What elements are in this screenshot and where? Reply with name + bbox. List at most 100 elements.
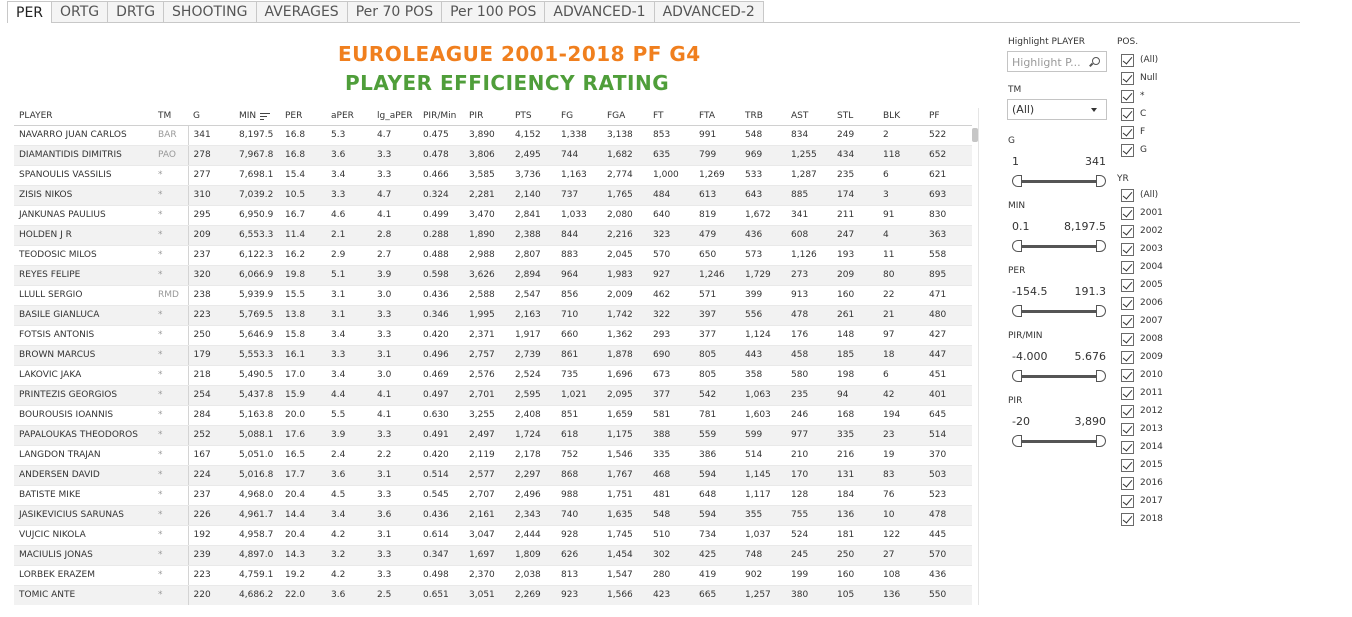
yr-checkbox-2011[interactable] xyxy=(1121,387,1134,400)
yr-checkbox-label[interactable]: 2017 xyxy=(1140,496,1163,506)
yr-checkbox-label[interactable]: 2002 xyxy=(1140,226,1163,236)
table-row[interactable]: LLULL SERGIO RMD 238 5,939.9 15.5 3.1 3.0 0.436… xyxy=(14,285,972,306)
min-range-slider[interactable] xyxy=(1012,240,1106,252)
table-row[interactable]: LORBEK ERAZEM * 223 4,759.1 19.2 4.2 3.3 0.498 2… xyxy=(14,565,972,586)
yr-checkbox-2013[interactable] xyxy=(1121,423,1134,436)
slider-track[interactable] xyxy=(1014,440,1104,443)
column-header-ast[interactable]: AST xyxy=(786,108,832,126)
slider-max-handle[interactable] xyxy=(1096,370,1106,382)
table-row[interactable]: MACIULIS JONAS * 239 4,897.0 14.3 3.2 3.3 0.347… xyxy=(14,545,972,566)
yr-checkbox-label[interactable]: 2009 xyxy=(1140,352,1163,362)
table-row[interactable]: JANKUNAS PAULIUS * 295 6,950.9 16.7 4.6 4.1 0.4… xyxy=(14,205,972,226)
table-row[interactable]: VUJCIC NIKOLA * 192 4,958.7 20.4 4.2 3.1 0.614 3… xyxy=(14,525,972,546)
table-row[interactable]: ANDERSEN DAVID * 224 5,016.8 17.7 3.6 3.1 0.514… xyxy=(14,465,972,486)
tab-per-100-pos[interactable]: Per 100 POS xyxy=(441,1,546,22)
slider-track[interactable] xyxy=(1014,375,1104,378)
yr-checkbox-label[interactable]: 2003 xyxy=(1140,244,1163,254)
tm-dropdown[interactable]: (All) xyxy=(1007,99,1107,120)
pir-range-slider[interactable] xyxy=(1012,435,1106,447)
table-row[interactable]: JASIKEVICIUS SARUNAS * 226 4,961.7 14.4 3.4 3.… xyxy=(14,505,972,526)
yr-checkbox-2005[interactable] xyxy=(1121,279,1134,292)
table-row[interactable]: TOMIC ANTE * 220 4,686.2 22.0 3.6 2.5 0.651 3,05… xyxy=(14,585,972,605)
column-header-blk[interactable]: BLK xyxy=(878,108,924,126)
tab-per-70-pos[interactable]: Per 70 POS xyxy=(346,1,443,22)
slider-track[interactable] xyxy=(1014,245,1104,248)
yr-checkbox-label[interactable]: 2010 xyxy=(1140,370,1163,380)
column-header-fta[interactable]: FTA xyxy=(694,108,740,126)
pos-checkbox-label[interactable]: Null xyxy=(1140,73,1158,83)
pos-checkbox-label[interactable]: G xyxy=(1140,145,1147,155)
slider-min-handle[interactable] xyxy=(1012,305,1022,317)
yr-checkbox-2007[interactable] xyxy=(1121,315,1134,328)
yr-checkbox-label[interactable]: 2014 xyxy=(1140,442,1163,452)
yr-checkbox-all[interactable] xyxy=(1121,189,1134,202)
slider-max-handle[interactable] xyxy=(1096,435,1106,447)
table-row[interactable]: BROWN MARCUS * 179 5,553.3 16.1 3.3 3.1 0.496 2,… xyxy=(14,345,972,366)
column-header-ft[interactable]: FT xyxy=(648,108,694,126)
tab-ortg[interactable]: ORTG xyxy=(51,1,109,22)
slider-max-handle[interactable] xyxy=(1096,175,1106,187)
slider-track[interactable] xyxy=(1014,310,1104,313)
yr-checkbox-label[interactable]: 2015 xyxy=(1140,460,1163,470)
tab-averages[interactable]: AVERAGES xyxy=(255,1,348,22)
chevron-down-icon[interactable] xyxy=(1091,108,1097,112)
table-row[interactable]: NAVARRO JUAN CARLOS BAR 341 8,197.5 16.8 5.3 4… xyxy=(14,125,972,146)
pir-min-range-slider[interactable] xyxy=(1012,370,1106,382)
column-header-pir-min[interactable]: PIR/Min xyxy=(418,108,464,126)
pos-checkbox-null[interactable] xyxy=(1121,72,1134,85)
table-row[interactable]: BASILE GIANLUCA * 223 5,769.5 13.8 3.1 3.3 0.34… xyxy=(14,305,972,326)
yr-checkbox-label[interactable]: 2001 xyxy=(1140,208,1163,218)
table-row[interactable]: LAKOVIC JAKA * 218 5,490.5 17.0 3.4 3.0 0.469 2,… xyxy=(14,365,972,386)
yr-checkbox-label[interactable]: 2011 xyxy=(1140,388,1163,398)
column-header-min[interactable]: MIN xyxy=(234,108,280,126)
yr-checkbox-2004[interactable] xyxy=(1121,261,1134,274)
column-header-trb[interactable]: TRB xyxy=(740,108,786,126)
yr-checkbox-2008[interactable] xyxy=(1121,333,1134,346)
search-icon[interactable] xyxy=(1092,57,1100,65)
column-header-fg[interactable]: FG xyxy=(556,108,602,126)
tab-advanced-2[interactable]: ADVANCED-2 xyxy=(653,1,764,22)
yr-checkbox-label[interactable]: 2005 xyxy=(1140,280,1163,290)
tab-shooting[interactable]: SHOOTING xyxy=(163,1,257,22)
pos-checkbox-item[interactable] xyxy=(1121,90,1134,103)
column-header-aper[interactable]: aPER xyxy=(326,108,372,126)
column-header-fga[interactable]: FGA xyxy=(602,108,648,126)
slider-max-handle[interactable] xyxy=(1096,305,1106,317)
yr-checkbox-2016[interactable] xyxy=(1121,477,1134,490)
column-header-pir[interactable]: PIR xyxy=(464,108,510,126)
table-row[interactable]: PAPALOUKAS THEODOROS * 252 5,088.1 17.6 3.9 3.… xyxy=(14,425,972,446)
pos-checkbox-c[interactable] xyxy=(1121,108,1134,121)
yr-checkbox-label[interactable]: 2007 xyxy=(1140,316,1163,326)
yr-checkbox-label[interactable]: 2018 xyxy=(1140,514,1163,524)
tab-drtg[interactable]: DRTG xyxy=(107,1,165,22)
yr-checkbox-2018[interactable] xyxy=(1121,513,1134,526)
yr-checkbox-2010[interactable] xyxy=(1121,369,1134,382)
yr-checkbox-label[interactable]: 2012 xyxy=(1140,406,1163,416)
stats-table-container[interactable]: PLAYER TM G MIN PER aPER lg_aPER PIR/Min PIR PTS F… xyxy=(14,108,972,605)
table-scrollbar[interactable] xyxy=(972,128,978,142)
pos-checkbox-label[interactable]: (All) xyxy=(1140,55,1159,65)
yr-checkbox-2014[interactable] xyxy=(1121,441,1134,454)
yr-checkbox-2003[interactable] xyxy=(1121,243,1134,256)
pos-checkbox-label[interactable]: * xyxy=(1140,91,1145,101)
pos-checkbox-label[interactable]: F xyxy=(1140,127,1146,137)
column-header-per[interactable]: PER xyxy=(280,108,326,126)
pos-checkbox-all[interactable] xyxy=(1121,54,1134,67)
table-row[interactable]: TEODOSIC MILOS * 237 6,122.3 16.2 2.9 2.7 0.488… xyxy=(14,245,972,266)
slider-min-handle[interactable] xyxy=(1012,435,1022,447)
yr-checkbox-2012[interactable] xyxy=(1121,405,1134,418)
table-row[interactable]: DIAMANTIDIS DIMITRIS PAO 278 7,967.8 16.8 3.6… xyxy=(14,145,972,166)
yr-checkbox-2002[interactable] xyxy=(1121,225,1134,238)
slider-max-handle[interactable] xyxy=(1096,240,1106,252)
yr-checkbox-label[interactable]: 2006 xyxy=(1140,298,1163,308)
yr-checkbox-2017[interactable] xyxy=(1121,495,1134,508)
yr-checkbox-2006[interactable] xyxy=(1121,297,1134,310)
column-header-tm[interactable]: TM xyxy=(153,108,188,126)
slider-min-handle[interactable] xyxy=(1012,370,1022,382)
table-row[interactable]: HOLDEN J R * 209 6,553.3 11.4 2.1 2.8 0.288 1,89… xyxy=(14,225,972,246)
yr-checkbox-2009[interactable] xyxy=(1121,351,1134,364)
highlight-player-search[interactable]: Highlight P... xyxy=(1007,51,1107,72)
table-row[interactable]: BOUROUSIS IOANNIS * 284 5,163.8 20.0 5.5 4.1 0.… xyxy=(14,405,972,426)
yr-checkbox-label[interactable]: (All) xyxy=(1140,190,1159,200)
column-header-pf[interactable]: PF xyxy=(924,108,972,126)
